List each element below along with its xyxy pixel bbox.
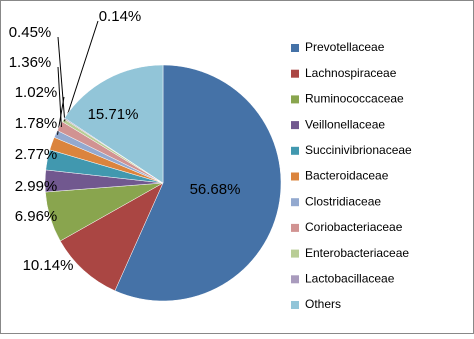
legend-swatch: [291, 95, 299, 104]
value-label: 1.02%: [15, 84, 58, 101]
value-label: 1.78%: [15, 115, 58, 132]
pie-slice: [114, 64, 282, 302]
pie-slice: [59, 182, 164, 292]
value-label: 15.71%: [88, 106, 139, 123]
value-label: 2.99%: [15, 178, 58, 195]
legend-swatch: [291, 223, 299, 232]
legend-label: Others: [305, 297, 341, 311]
legend-swatch: [291, 301, 299, 309]
value-label: 2.77%: [15, 146, 58, 163]
legend-swatch: [291, 249, 299, 258]
legend-swatch: [291, 198, 299, 207]
legend-label: Lactobacillaceae: [305, 271, 395, 285]
pie-slice: [64, 64, 164, 184]
legend-label: Veillonellaceae: [305, 117, 385, 131]
legend-swatch: [291, 146, 299, 155]
legend-label: Enterobacteriaceae: [305, 246, 409, 260]
legend-swatch: [291, 275, 299, 284]
legend-label: Clostridiaceae: [305, 194, 381, 208]
legend-label: Succinivibrionaceae: [305, 143, 412, 157]
leader-line: [65, 20, 99, 120]
value-label: 0.45%: [9, 24, 52, 41]
legend-label: Ruminococcaceae: [305, 92, 404, 106]
value-label: 0.14%: [99, 8, 142, 25]
value-label: 10.14%: [23, 257, 74, 274]
legend-label: Coriobacteriaceae: [305, 220, 403, 234]
value-label: 6.96%: [15, 208, 58, 225]
legend-swatch: [291, 44, 299, 52]
legend-swatch: [291, 121, 299, 130]
leader-line: [57, 66, 62, 128]
value-label: 56.68%: [190, 181, 241, 198]
legend-label: Prevotellaceae: [305, 40, 385, 54]
legend-swatch: [291, 69, 299, 78]
legend-label: Lachnospiraceae: [305, 66, 397, 80]
legend-swatch: [291, 172, 299, 181]
leader-line: [57, 36, 66, 122]
value-label: 1.36%: [9, 54, 52, 71]
legend-label: Bacteroidaceae: [305, 169, 389, 183]
